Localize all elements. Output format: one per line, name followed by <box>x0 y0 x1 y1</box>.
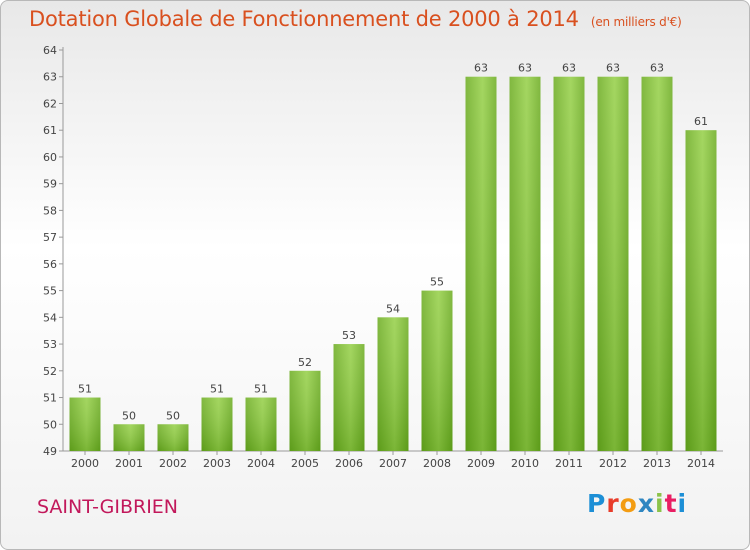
x-tick-label: 2013 <box>643 457 671 470</box>
x-tick-label: 2010 <box>511 457 539 470</box>
logo-letter: i <box>677 489 688 518</box>
y-tick-label: 51 <box>43 392 57 405</box>
bar-shade <box>421 290 453 451</box>
y-tick-label: 52 <box>43 365 57 378</box>
bar-shade <box>333 344 365 451</box>
data-label: 54 <box>386 302 400 315</box>
proxiti-logo: Proxiti <box>587 489 687 518</box>
x-tick-label: 2003 <box>203 457 231 470</box>
x-tick-label: 2009 <box>467 457 495 470</box>
bar-shade <box>245 397 277 451</box>
x-tick-label: 2004 <box>247 457 275 470</box>
bar-shade <box>289 370 321 451</box>
data-label: 63 <box>562 62 576 75</box>
y-tick-label: 58 <box>43 204 57 217</box>
x-tick-label: 2008 <box>423 457 451 470</box>
y-tick-label: 49 <box>43 445 57 458</box>
data-label: 63 <box>474 62 488 75</box>
bar-shade <box>69 397 101 451</box>
data-label: 51 <box>254 383 268 396</box>
chart-title: Dotation Globale de Fonctionnement de 20… <box>29 7 682 31</box>
logo-letter: P <box>587 489 607 518</box>
logo-letter: r <box>606 489 620 518</box>
chart-bars <box>69 76 717 451</box>
y-tick-label: 62 <box>43 97 57 110</box>
y-tick-label: 64 <box>43 44 57 57</box>
x-tick-label: 2012 <box>599 457 627 470</box>
data-label: 50 <box>122 409 136 422</box>
data-label: 63 <box>518 62 532 75</box>
chart-subtitle: (en milliers d'€) <box>590 15 682 29</box>
bar-shade <box>641 76 673 451</box>
data-label: 52 <box>298 356 312 369</box>
bar-shade <box>465 76 497 451</box>
y-tick-label: 63 <box>43 71 57 84</box>
x-tick-label: 2011 <box>555 457 583 470</box>
logo-letter: t <box>664 489 678 518</box>
y-tick-label: 57 <box>43 231 57 244</box>
data-label: 63 <box>606 62 620 75</box>
bar-shade <box>377 317 409 451</box>
y-tick-label: 53 <box>43 338 57 351</box>
bar-shade <box>553 76 585 451</box>
data-label: 61 <box>694 115 708 128</box>
x-tick-label: 2014 <box>687 457 715 470</box>
chart-axes: 49 50 51 52 53 54 55 56 57 58 59 60 61 62 63 64 <box>43 44 723 458</box>
x-tick-label: 2000 <box>71 457 99 470</box>
chart-labels: 51 2000 50 2001 50 2002 51 2003 51 2004 52 2005 53 20… <box>71 62 715 470</box>
x-tick-label: 2006 <box>335 457 363 470</box>
logo-letter: x <box>637 489 655 518</box>
bar-shade <box>685 130 717 451</box>
y-tick-label: 59 <box>43 178 57 191</box>
bar-shade <box>597 76 629 451</box>
logo-letter: o <box>619 489 638 518</box>
y-tick-label: 60 <box>43 151 57 164</box>
data-label: 50 <box>166 409 180 422</box>
x-tick-label: 2005 <box>291 457 319 470</box>
data-label: 51 <box>78 383 92 396</box>
y-tick-label: 61 <box>43 124 57 137</box>
x-tick-label: 2002 <box>159 457 187 470</box>
y-tick-label: 54 <box>43 311 57 324</box>
data-label: 55 <box>430 276 444 289</box>
bar-shade <box>201 397 233 451</box>
title-text: Dotation Globale de Fonctionnement de 20… <box>29 7 579 31</box>
bar-shade <box>157 424 189 451</box>
commune-name: SAINT-GIBRIEN <box>37 496 179 518</box>
data-label: 53 <box>342 329 356 342</box>
y-tick-label: 56 <box>43 258 57 271</box>
bar-shade <box>509 76 541 451</box>
y-tick-label: 50 <box>43 418 57 431</box>
x-tick-label: 2001 <box>115 457 143 470</box>
data-label: 51 <box>210 383 224 396</box>
data-label: 63 <box>650 62 664 75</box>
y-tick-label: 55 <box>43 285 57 298</box>
logo-letter: i <box>655 489 665 518</box>
x-tick-label: 2007 <box>379 457 407 470</box>
bar-shade <box>113 424 145 451</box>
